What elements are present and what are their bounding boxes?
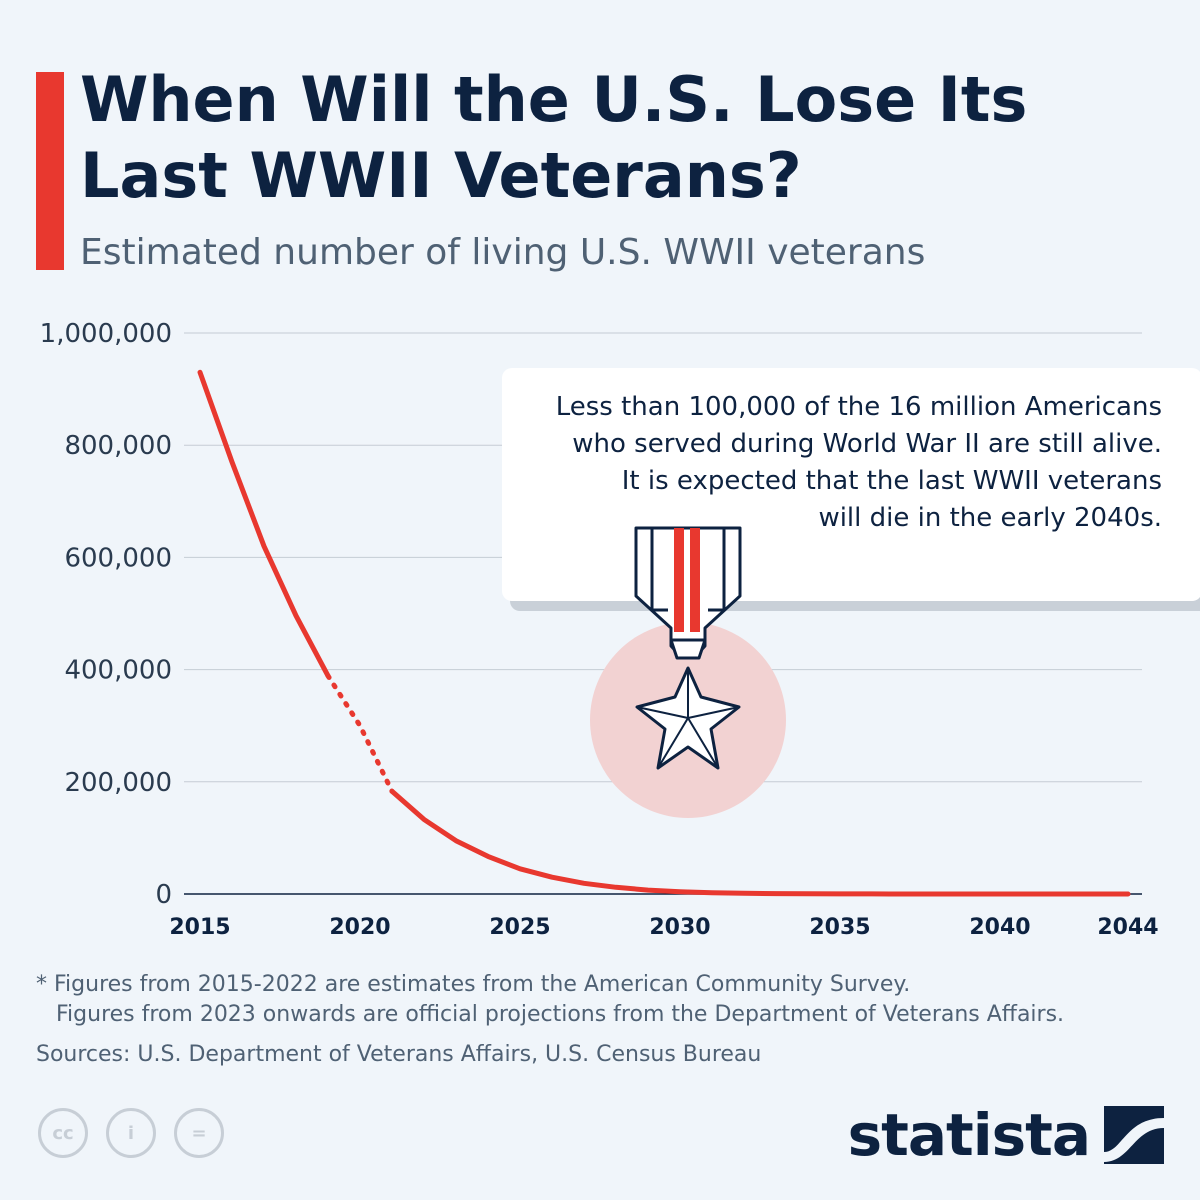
footnote-line-2: Figures from 2023 onwards are official p…	[56, 1002, 1065, 1027]
ribbon-stripe	[674, 528, 684, 632]
footnote-line-1: * Figures from 2015-2022 are estimates f…	[36, 972, 911, 997]
x-tick-label: 2020	[329, 915, 390, 940]
x-tick-label: 2015	[169, 915, 230, 940]
x-tick-label: 2040	[969, 915, 1030, 940]
series-layer	[197, 369, 1131, 897]
x-tick-label: 2035	[809, 915, 870, 940]
y-tick-label: 200,000	[64, 768, 172, 798]
license-icons: cc i =	[38, 1108, 224, 1164]
annotation-text: Less than 100,000 of the 16 million Amer…	[556, 392, 1162, 533]
medal-icon	[590, 526, 786, 818]
series-line-solid	[389, 788, 1131, 897]
y-tick-label: 1,000,000	[40, 319, 172, 349]
medal-star-facets	[636, 668, 740, 769]
logo-mark-icon	[1104, 1106, 1164, 1164]
x-tick-label: 2044	[1097, 915, 1158, 940]
x-tick-label: 2030	[649, 915, 710, 940]
ribbon-fold-right	[708, 528, 726, 612]
logo-wordmark: statista	[847, 1101, 1091, 1169]
accent-bar	[36, 72, 64, 270]
ribbon-stripe	[690, 528, 700, 632]
axis-layer: 1,000,000 800,000 600,000 400,000 200,000 0 20…	[40, 319, 1159, 940]
y-tick-label: 400,000	[64, 656, 172, 686]
annotation-line: who served during World War II are still…	[572, 429, 1162, 459]
chart-subtitle: Estimated number of living U.S. WWII vet…	[80, 232, 926, 273]
attribution-icon[interactable]: i	[106, 1108, 156, 1158]
y-tick-label: 600,000	[64, 543, 172, 573]
page-title: When Will the U.S. Lose Its Last WWII Ve…	[80, 63, 1028, 212]
no-derivatives-icon[interactable]: =	[174, 1108, 224, 1158]
y-tick-label: 0	[155, 880, 172, 910]
footnote: * Figures from 2015-2022 are estimates f…	[36, 970, 1156, 1070]
medal-clasp	[669, 638, 707, 660]
series-line-solid	[197, 369, 331, 679]
ribbon-fold-left	[650, 528, 668, 612]
series-line-dotted	[325, 673, 395, 794]
y-tick-label: 800,000	[64, 431, 172, 461]
statista-logo[interactable]: statista	[848, 1100, 1164, 1170]
annotation-line: will die in the early 2040s.	[818, 503, 1162, 533]
annotation-box: Less than 100,000 of the 16 million Amer…	[502, 368, 1200, 611]
annotation-line: Less than 100,000 of the 16 million Amer…	[556, 392, 1162, 422]
cc-icon[interactable]: cc	[38, 1108, 88, 1158]
annotation-line: It is expected that the last WWII vetera…	[622, 466, 1162, 496]
sources: Sources: U.S. Department of Veterans Aff…	[36, 1042, 762, 1067]
x-tick-label: 2025	[489, 915, 550, 940]
